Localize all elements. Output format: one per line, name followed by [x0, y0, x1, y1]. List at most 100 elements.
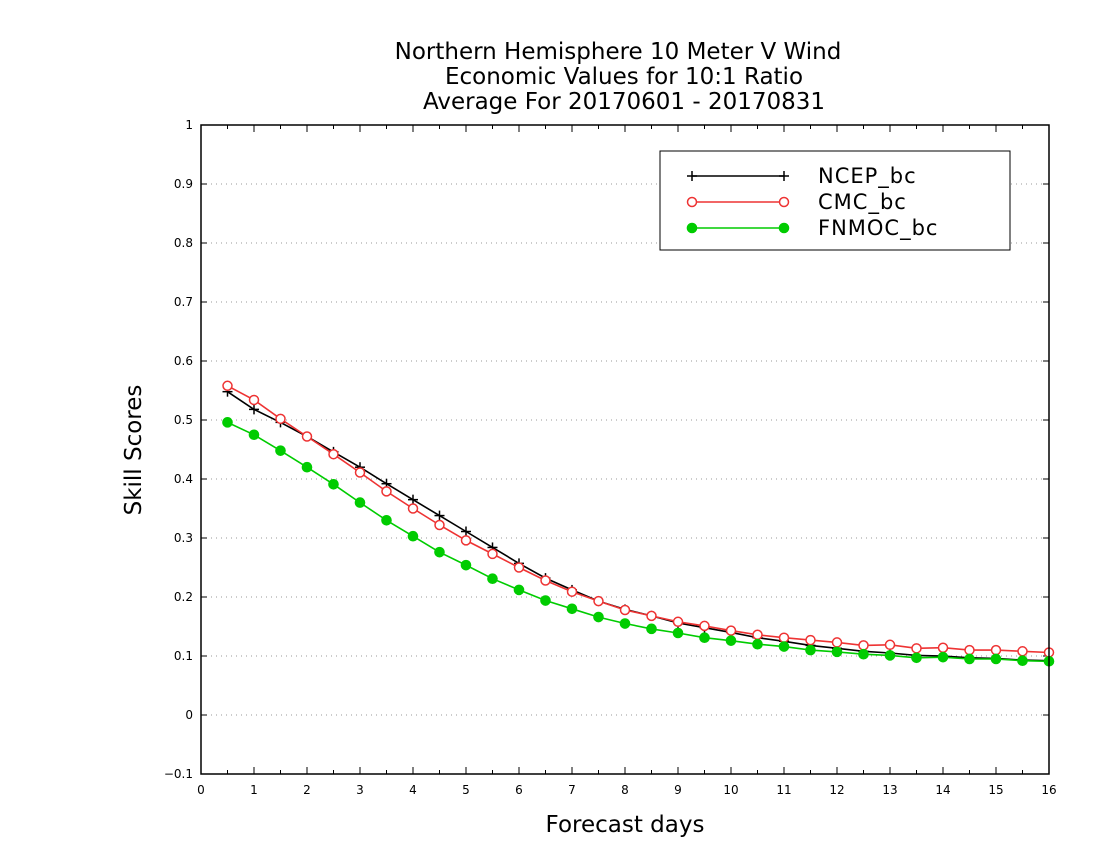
point-fnmoc-bc: [381, 515, 392, 526]
point-cmc-bc: [328, 448, 339, 460]
point-fnmoc-bc: [540, 595, 551, 606]
point-cmc-bc: [699, 620, 710, 632]
title-line-1: Northern Hemisphere 10 Meter V Wind: [395, 39, 842, 65]
point-cmc-bc: [646, 610, 657, 622]
y-tick-label: 0.6: [174, 354, 193, 368]
legend-marker: [778, 222, 790, 234]
y-tick-label: 0.1: [174, 649, 193, 663]
x-tick-label: 9: [674, 783, 682, 797]
x-tick-label: 5: [462, 783, 470, 797]
point-fnmoc-bc: [222, 417, 233, 428]
legend-marker: [687, 171, 697, 181]
point-fnmoc-bc: [328, 479, 339, 490]
y-tick-label: 1: [185, 118, 193, 132]
legend-marker: [779, 171, 789, 181]
point-cmc-bc: [407, 503, 419, 514]
point-cmc-bc: [672, 616, 684, 628]
point-fnmoc-bc: [752, 638, 763, 650]
point-fnmoc-bc: [699, 632, 710, 644]
chart-title: Northern Hemisphere 10 Meter V Wind Econ…: [395, 39, 842, 115]
point-fnmoc-bc: [937, 651, 949, 663]
point-ncep-bc: [461, 526, 471, 537]
point-fnmoc-bc: [513, 584, 525, 596]
x-tick-label: 11: [776, 783, 791, 797]
point-fnmoc-bc: [672, 627, 684, 639]
point-cmc-bc: [487, 548, 498, 560]
x-tick-label: 10: [723, 783, 738, 797]
point-fnmoc-bc: [805, 644, 816, 656]
legend-entry-fnmoc-bc: FNMOC_bc: [686, 216, 938, 241]
y-tick-label: 0.3: [174, 531, 193, 545]
point-cmc-bc: [566, 586, 578, 597]
x-tick-label: 6: [515, 783, 523, 797]
point-fnmoc-bc: [248, 429, 260, 441]
point-fnmoc-bc: [964, 653, 975, 665]
title-line-3: Average For 20170601 - 20170831: [423, 89, 825, 115]
point-fnmoc-bc: [487, 573, 498, 585]
x-tick-label: 4: [409, 783, 417, 797]
point-cmc-bc: [434, 519, 445, 531]
series-cmc-bc: [222, 380, 1055, 658]
point-fnmoc-bc: [354, 497, 366, 508]
point-cmc-bc: [831, 637, 843, 648]
point-cmc-bc: [858, 640, 869, 651]
legend-box: [659, 150, 1011, 251]
point-fnmoc-bc: [725, 635, 737, 646]
x-tick-label: 12: [829, 783, 844, 797]
y-tick-label: 0.2: [174, 590, 193, 604]
point-fnmoc-bc: [407, 530, 419, 542]
point-cmc-bc: [513, 562, 525, 573]
point-cmc-bc: [354, 467, 366, 478]
x-tick-label: 8: [621, 783, 629, 797]
series-fnmoc-bc: [222, 417, 1055, 667]
legend-entry-cmc-bc: CMC_bc: [686, 190, 906, 215]
y-tick-label: 0.5: [174, 413, 193, 427]
point-fnmoc-bc: [1017, 655, 1028, 667]
y-tick-label: 0: [185, 708, 193, 722]
legend-label: FNMOC_bc: [818, 216, 938, 241]
x-tick-label: 0: [197, 783, 205, 797]
x-tick-label: 16: [1041, 783, 1056, 797]
point-fnmoc-bc: [858, 648, 869, 660]
point-cmc-bc: [460, 535, 472, 546]
x-tick-label: 1: [250, 783, 258, 797]
x-tick-label: 7: [568, 783, 576, 797]
y-tick-label: −0.1: [164, 767, 193, 781]
y-tick-label: 0.9: [174, 177, 193, 191]
point-fnmoc-bc: [911, 652, 922, 664]
y-tick-label: 0.4: [174, 472, 193, 486]
point-fnmoc-bc: [566, 603, 578, 615]
point-cmc-bc: [619, 604, 631, 616]
point-cmc-bc: [805, 634, 816, 646]
legend-entry-ncep-bc: NCEP_bc: [687, 164, 917, 189]
point-cmc-bc: [964, 644, 975, 656]
point-ncep-bc: [434, 510, 445, 521]
y-tick-label: 0.7: [174, 295, 193, 309]
point-fnmoc-bc: [884, 650, 896, 661]
point-cmc-bc: [275, 413, 286, 425]
data-series: [222, 380, 1055, 667]
x-tick-label: 13: [882, 783, 897, 797]
point-cmc-bc: [1017, 646, 1028, 657]
x-axis-label: Forecast days: [546, 812, 705, 838]
point-fnmoc-bc: [646, 623, 657, 635]
x-tick-label: 14: [935, 783, 950, 797]
y-tick-label: 0.8: [174, 236, 193, 250]
point-cmc-bc: [381, 486, 392, 497]
point-cmc-bc: [911, 643, 922, 654]
point-fnmoc-bc: [778, 641, 790, 652]
point-cmc-bc: [248, 394, 260, 406]
point-cmc-bc: [937, 642, 949, 653]
point-fnmoc-bc: [434, 546, 445, 558]
x-tick-label: 2: [303, 783, 311, 797]
point-cmc-bc: [222, 380, 233, 392]
point-cmc-bc: [990, 644, 1002, 656]
plot-area-frame: [200, 124, 1050, 775]
point-cmc-bc: [540, 575, 551, 586]
x-tick-label: 15: [988, 783, 1003, 797]
point-cmc-bc: [752, 629, 763, 641]
legend-label: NCEP_bc: [818, 164, 917, 189]
